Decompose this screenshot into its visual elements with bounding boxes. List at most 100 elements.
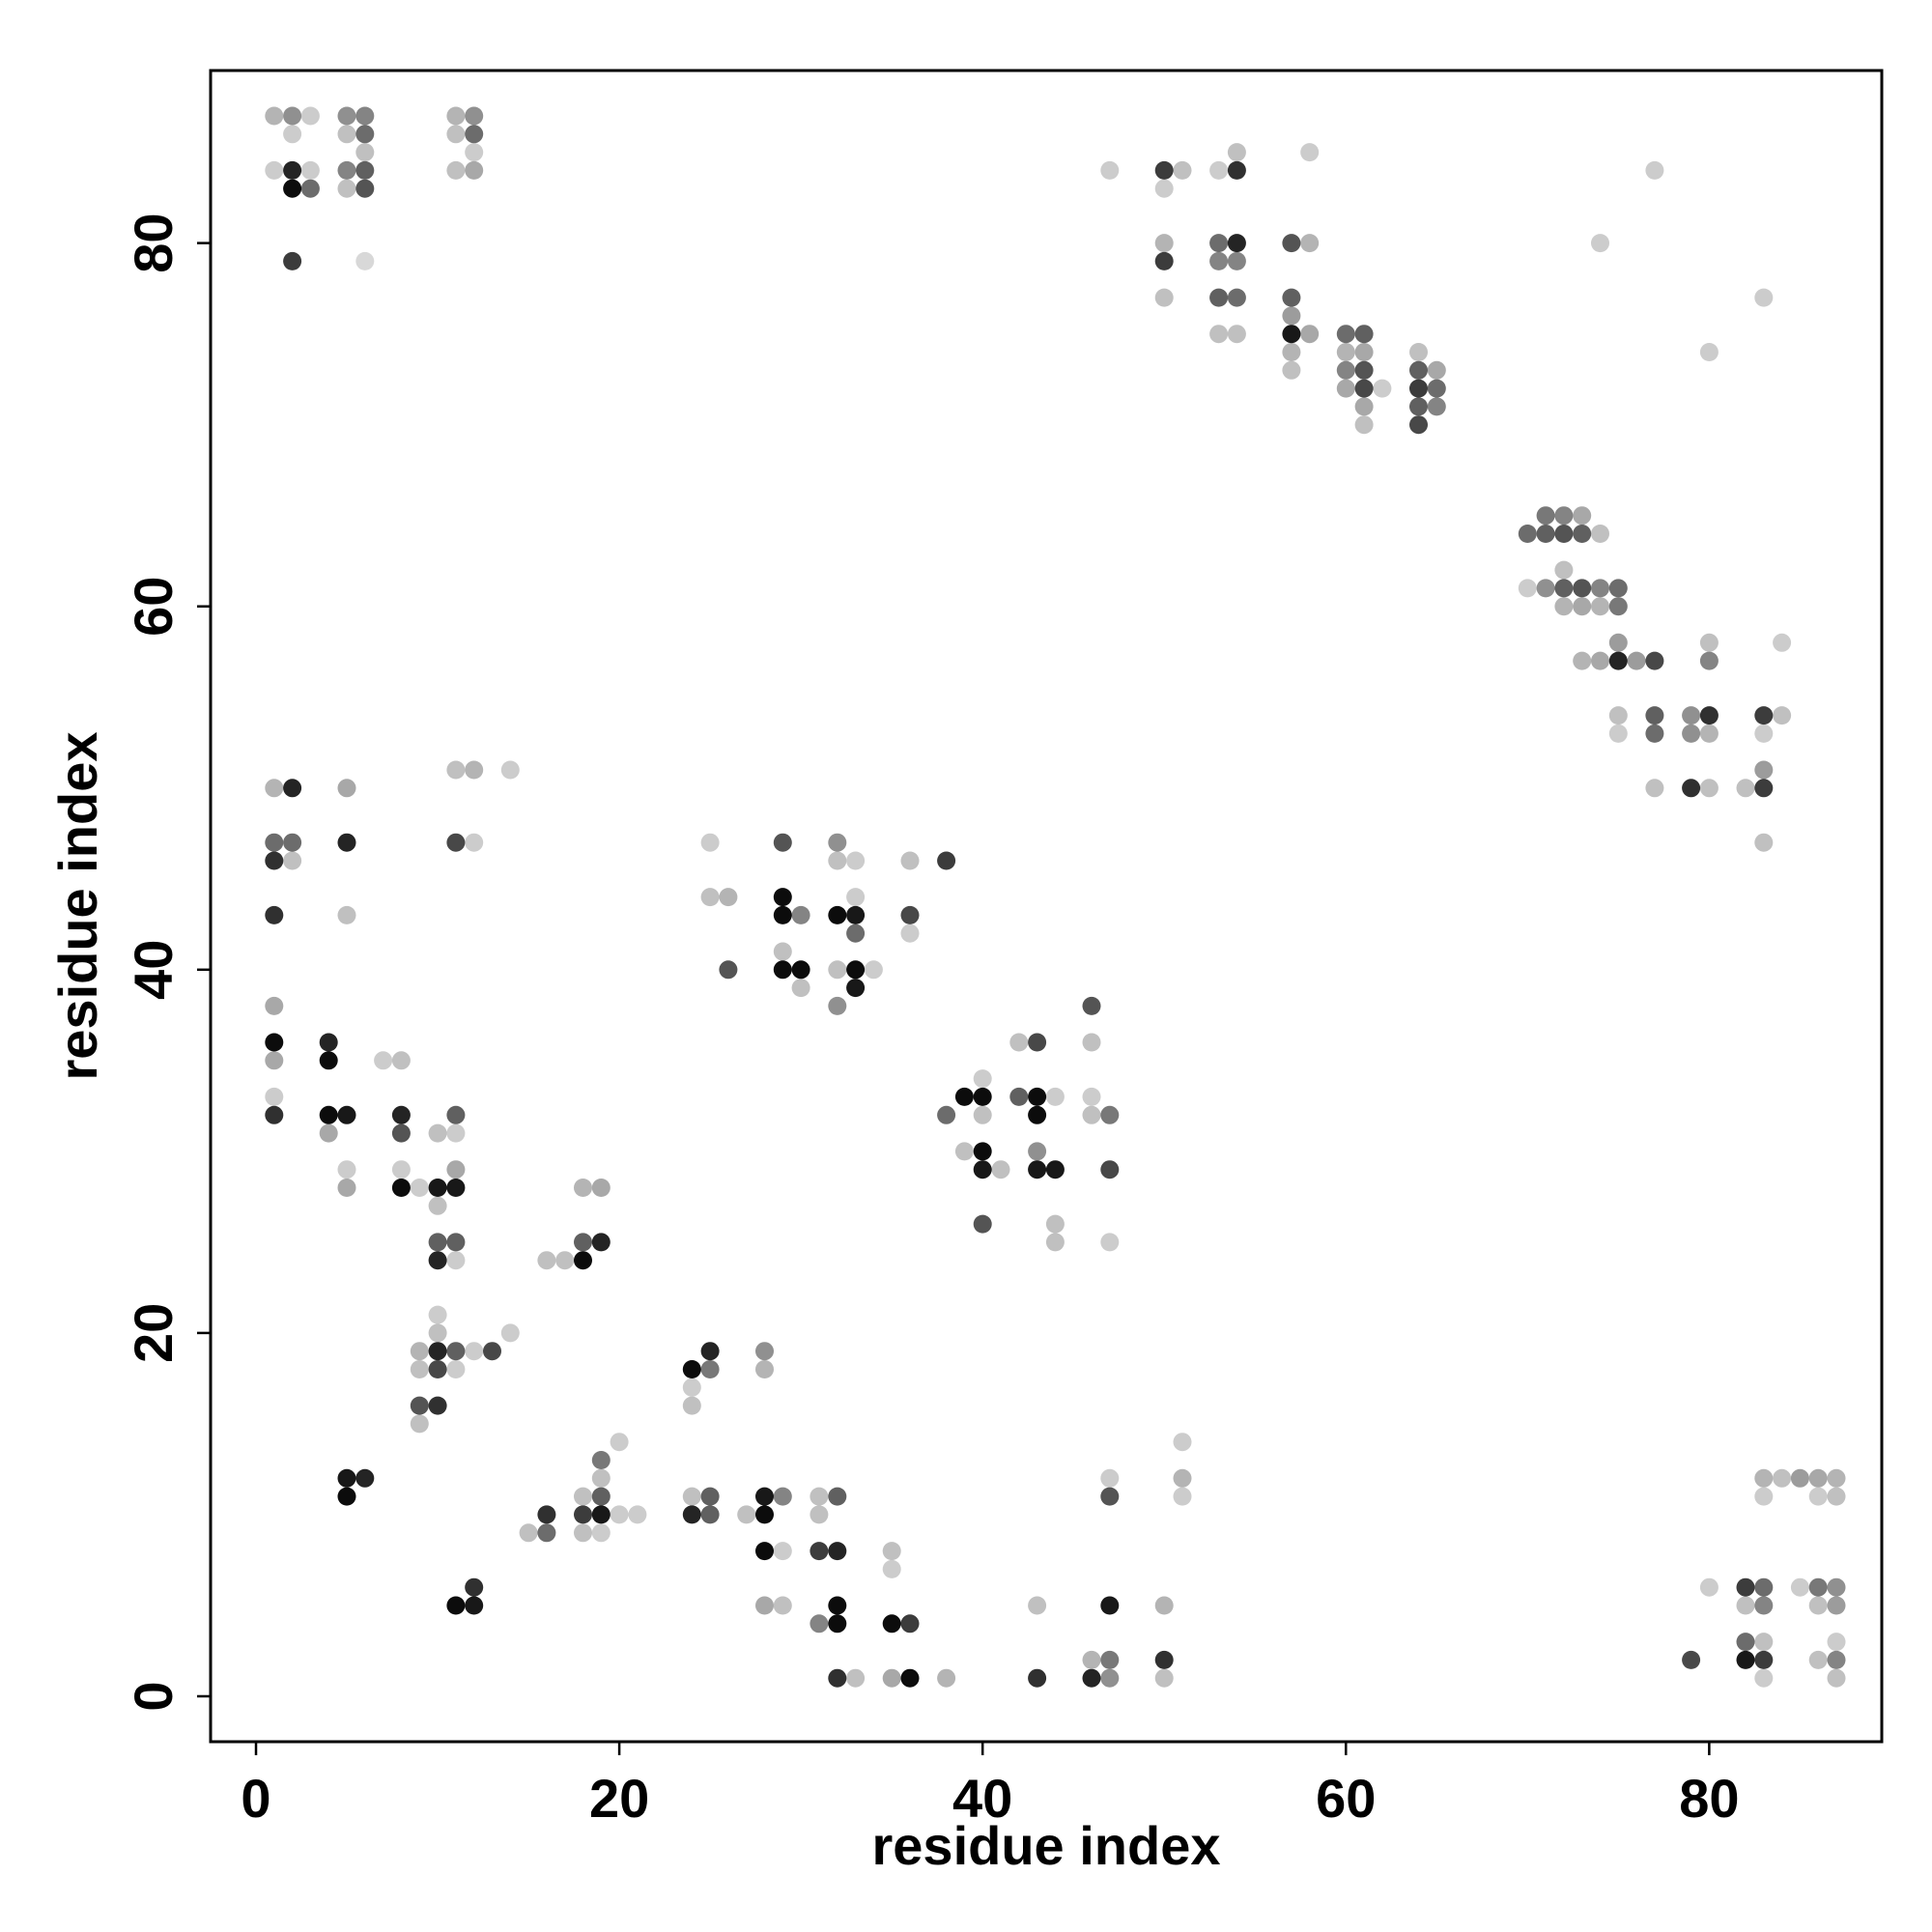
contact-point [973, 1142, 992, 1161]
contact-point [537, 1505, 556, 1524]
contact-point [537, 1251, 556, 1270]
y-axis: 0 20 40 60 80 [123, 213, 211, 1712]
contact-point [1808, 1487, 1828, 1506]
contact-point [391, 1160, 411, 1179]
contact-point [265, 160, 284, 180]
contact-point [1591, 525, 1609, 543]
contact-point [1808, 1596, 1828, 1615]
contact-point [1045, 1214, 1065, 1234]
contact-point [791, 905, 810, 924]
contact-point [1518, 525, 1537, 543]
contact-point [1773, 706, 1792, 725]
contact-point [1573, 525, 1592, 543]
contact-point [682, 1378, 701, 1397]
contact-point [337, 1105, 356, 1124]
contact-point [1336, 343, 1355, 361]
contact-point [446, 833, 466, 852]
contact-point [265, 833, 284, 852]
contact-point [1028, 1160, 1047, 1179]
contact-point [465, 1342, 484, 1361]
contact-point [882, 1542, 901, 1561]
contact-point [591, 1451, 611, 1469]
contact-point [610, 1505, 629, 1524]
contact-point [391, 1105, 411, 1124]
contact-point [1827, 1633, 1846, 1652]
contact-point [1754, 1577, 1774, 1597]
contact-point [1173, 160, 1192, 180]
contact-point [719, 960, 738, 980]
contact-point [1173, 1468, 1192, 1488]
contact-point [1736, 1633, 1755, 1652]
contact-point [682, 1487, 701, 1506]
contact-point [610, 1433, 629, 1452]
data-points [265, 106, 1846, 1688]
contact-point [1082, 1087, 1101, 1106]
contact-point [1682, 724, 1701, 743]
contact-point [428, 1251, 447, 1270]
contact-point [700, 833, 720, 852]
contact-point [1827, 1668, 1846, 1688]
contact-point [337, 1160, 356, 1179]
contact-point [1409, 343, 1428, 361]
contact-point [1591, 597, 1609, 616]
contact-point [1082, 996, 1101, 1015]
contact-point [937, 1668, 956, 1688]
contact-point [882, 1614, 901, 1634]
contact-point [337, 779, 356, 798]
contact-point [1554, 597, 1574, 616]
contact-point [355, 179, 375, 198]
contact-point [574, 1505, 592, 1524]
contact-point [719, 888, 738, 907]
contact-point [1336, 379, 1355, 398]
contact-point [337, 833, 356, 852]
contact-point [1028, 1142, 1047, 1161]
contact-point [1154, 234, 1174, 253]
contact-point [1736, 1596, 1755, 1615]
contact-point [446, 760, 466, 780]
contact-point [1827, 1468, 1846, 1488]
contact-point [428, 1342, 447, 1361]
contact-point [700, 1487, 720, 1506]
contact-point [265, 1033, 284, 1052]
x-tick-label: 80 [1679, 1768, 1739, 1829]
contact-point [410, 1414, 429, 1434]
contact-point [1227, 325, 1246, 344]
contact-point [828, 1542, 847, 1561]
contact-point [755, 1542, 774, 1561]
contact-point [810, 1614, 829, 1634]
contact-point [283, 160, 302, 180]
contact-point [465, 106, 484, 126]
contact-point [1028, 1033, 1047, 1052]
contact-point [1227, 234, 1246, 253]
contact-point [1754, 1668, 1774, 1688]
contact-point [682, 1505, 701, 1524]
contact-point [1518, 579, 1537, 598]
contact-point [1409, 379, 1428, 398]
contact-point [1209, 234, 1229, 253]
contact-point [1682, 779, 1701, 798]
contact-point [428, 1323, 447, 1343]
contact-point [755, 1360, 774, 1378]
contact-point [337, 160, 356, 180]
contact-point [1608, 724, 1628, 743]
contact-point [1699, 724, 1719, 743]
contact-point [1227, 288, 1246, 307]
contact-point [1427, 360, 1446, 380]
contact-point [773, 1487, 792, 1506]
contact-point [1808, 1650, 1828, 1669]
contact-point [519, 1523, 538, 1543]
contact-point [810, 1487, 829, 1506]
contact-point [755, 1505, 774, 1524]
contact-point [1808, 1577, 1828, 1597]
contact-point [283, 106, 302, 126]
contact-point [1173, 1433, 1192, 1452]
contact-point [355, 125, 375, 144]
contact-point [337, 1179, 356, 1197]
contact-point [1790, 1468, 1809, 1488]
contact-point [1736, 779, 1755, 798]
contact-point [1154, 251, 1174, 270]
contact-point [500, 760, 520, 780]
contact-point [337, 125, 356, 144]
contact-point [1427, 397, 1446, 416]
contact-point [1627, 651, 1646, 670]
